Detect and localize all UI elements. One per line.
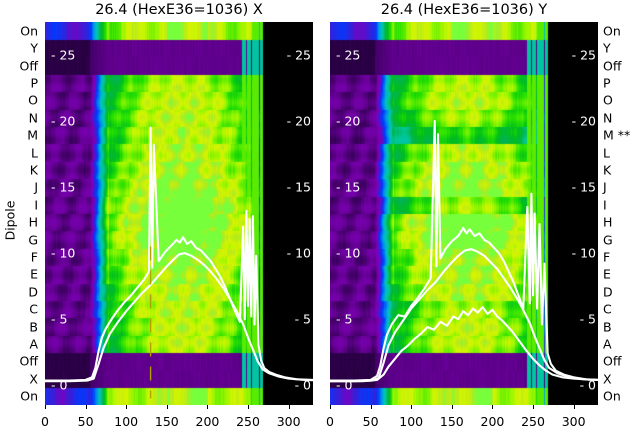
xtick-label-4: 200 bbox=[480, 414, 505, 429]
dipole-row-label-5: N bbox=[603, 110, 613, 126]
xtick-mark-5 bbox=[533, 405, 535, 409]
dipole-row-label-3: P bbox=[30, 75, 38, 91]
xtick-mark-3 bbox=[166, 405, 168, 409]
xtick-mark-3 bbox=[451, 405, 453, 409]
panel-x-xaxis: 0 50 100 150 200 250 300 bbox=[41, 405, 313, 435]
dipole-row-label-7: L bbox=[31, 145, 38, 161]
xtick-label-5: 250 bbox=[236, 414, 260, 429]
dipole-row-label-7: L bbox=[603, 145, 610, 161]
dipole-row-label-12: G bbox=[603, 232, 613, 248]
dipole-row-label-20: X bbox=[603, 371, 612, 387]
xtick-mark-4 bbox=[207, 405, 209, 409]
dipole-row-label-3: P bbox=[603, 75, 611, 91]
dipole-row-label-15: D bbox=[28, 284, 38, 300]
dipole-row-label-19: Off bbox=[19, 353, 38, 369]
overlay-curve-4 bbox=[330, 306, 598, 383]
dipole-row-label-12: G bbox=[28, 232, 38, 248]
xtick-mark-5 bbox=[248, 405, 250, 409]
xtick-mark-6 bbox=[573, 405, 575, 409]
xtick-label-5: 250 bbox=[521, 414, 545, 429]
dipole-row-label-18: A bbox=[29, 336, 38, 352]
dipole-row-label-10: I bbox=[603, 197, 607, 213]
dipole-row-label-19: Off bbox=[603, 353, 622, 369]
dipole-row-label-21: On bbox=[603, 388, 621, 404]
panel-y-plot[interactable]: - 0- 5- 10- 15- 20- 25- 0- 5- 10- 15- 20… bbox=[330, 22, 598, 405]
dipole-row-label-8: K bbox=[29, 162, 38, 178]
overlay-curve-2 bbox=[330, 120, 598, 382]
xtick-label-4: 200 bbox=[195, 414, 220, 429]
xtick-label-0: 0 bbox=[326, 414, 334, 429]
panel-x-title: 26.4 (HexE36=1036) X bbox=[95, 2, 263, 18]
overlay-curve-0 bbox=[45, 126, 313, 382]
panel-x-plot[interactable]: - 0- 5- 10- 15- 20- 25- 0- 5- 10- 15- 20… bbox=[45, 22, 313, 405]
dipole-row-label-5: N bbox=[28, 110, 38, 126]
dipole-row-label-2: Off bbox=[19, 58, 38, 74]
dipole-row-label-10: I bbox=[34, 197, 38, 213]
dipole-row-label-4: O bbox=[603, 92, 613, 108]
dipole-row-label-14: E bbox=[30, 266, 38, 282]
dipole-row-label-4: O bbox=[28, 92, 38, 108]
xtick-mark-0 bbox=[330, 405, 331, 409]
xtick-mark-2 bbox=[411, 405, 413, 409]
dipole-row-label-18: A bbox=[603, 336, 612, 352]
dipole-row-label-13: F bbox=[603, 249, 611, 265]
xtick-label-3: 150 bbox=[439, 414, 464, 429]
xtick-mark-1 bbox=[85, 405, 87, 409]
dipole-row-label-1: Y bbox=[30, 40, 38, 56]
xtick-mark-4 bbox=[492, 405, 494, 409]
dipole-row-label-0: On bbox=[20, 23, 38, 39]
xtick-label-2: 100 bbox=[114, 414, 139, 429]
dipole-row-label-9: J bbox=[603, 179, 607, 195]
panel-x-overlay-curves bbox=[45, 126, 313, 399]
overlay-curve-3 bbox=[330, 248, 598, 383]
dipole-row-label-6: M ** bbox=[603, 127, 631, 143]
dipole-row-labels-left: On Y Off P O N M L K J I H G F E D C B A Off X On bbox=[0, 22, 40, 405]
xtick-mark-2 bbox=[126, 405, 128, 409]
overlay-curve-1 bbox=[45, 252, 313, 383]
xtick-mark-1 bbox=[370, 405, 372, 409]
dipole-row-label-9: J bbox=[34, 179, 38, 195]
dipole-row-label-17: B bbox=[29, 319, 38, 335]
panel-y[interactable]: 26.4 (HexE36=1036) Y - 0- 5- 10- 15- 20-… bbox=[330, 2, 598, 405]
xtick-label-1: 50 bbox=[362, 414, 379, 429]
dipole-row-label-16: C bbox=[603, 301, 612, 317]
dipole-row-label-13: F bbox=[30, 249, 38, 265]
dipole-row-labels-right: On Y Off P O N M ** L K J I H G F E D C B A Off X On bbox=[600, 22, 640, 405]
xtick-label-0: 0 bbox=[41, 414, 49, 429]
xtick-mark-0 bbox=[45, 405, 46, 409]
dipole-row-label-2: Off bbox=[603, 58, 622, 74]
dipole-row-label-1: Y bbox=[603, 40, 611, 56]
dipole-row-label-11: H bbox=[28, 214, 38, 230]
dipole-row-label-6: M bbox=[27, 127, 38, 143]
xtick-mark-6 bbox=[288, 405, 290, 409]
panel-y-overlay-curves bbox=[330, 120, 598, 383]
panel-x[interactable]: 26.4 (HexE36=1036) X - 0- 5- 10- 15- 20-… bbox=[45, 2, 313, 405]
xtick-label-6: 300 bbox=[561, 414, 586, 429]
xtick-label-3: 150 bbox=[154, 414, 179, 429]
dipole-row-label-15: D bbox=[603, 284, 613, 300]
dipole-row-label-8: K bbox=[603, 162, 612, 178]
dipole-row-label-16: C bbox=[29, 301, 38, 317]
xtick-label-1: 50 bbox=[77, 414, 94, 429]
dipole-row-label-14: E bbox=[603, 266, 611, 282]
xtick-label-2: 100 bbox=[399, 414, 424, 429]
dipole-row-label-11: H bbox=[603, 214, 613, 230]
panel-y-xaxis: 0 50 100 150 200 250 300 bbox=[326, 405, 598, 435]
dipole-row-label-17: B bbox=[603, 319, 612, 335]
dipole-row-label-21: On bbox=[20, 388, 38, 404]
dipole-row-label-20: X bbox=[29, 371, 38, 387]
xtick-label-6: 300 bbox=[276, 414, 301, 429]
panel-y-title: 26.4 (HexE36=1036) Y bbox=[380, 2, 548, 18]
y-axis-label: Dipole bbox=[2, 200, 18, 241]
dipole-row-label-0: On bbox=[603, 23, 621, 39]
